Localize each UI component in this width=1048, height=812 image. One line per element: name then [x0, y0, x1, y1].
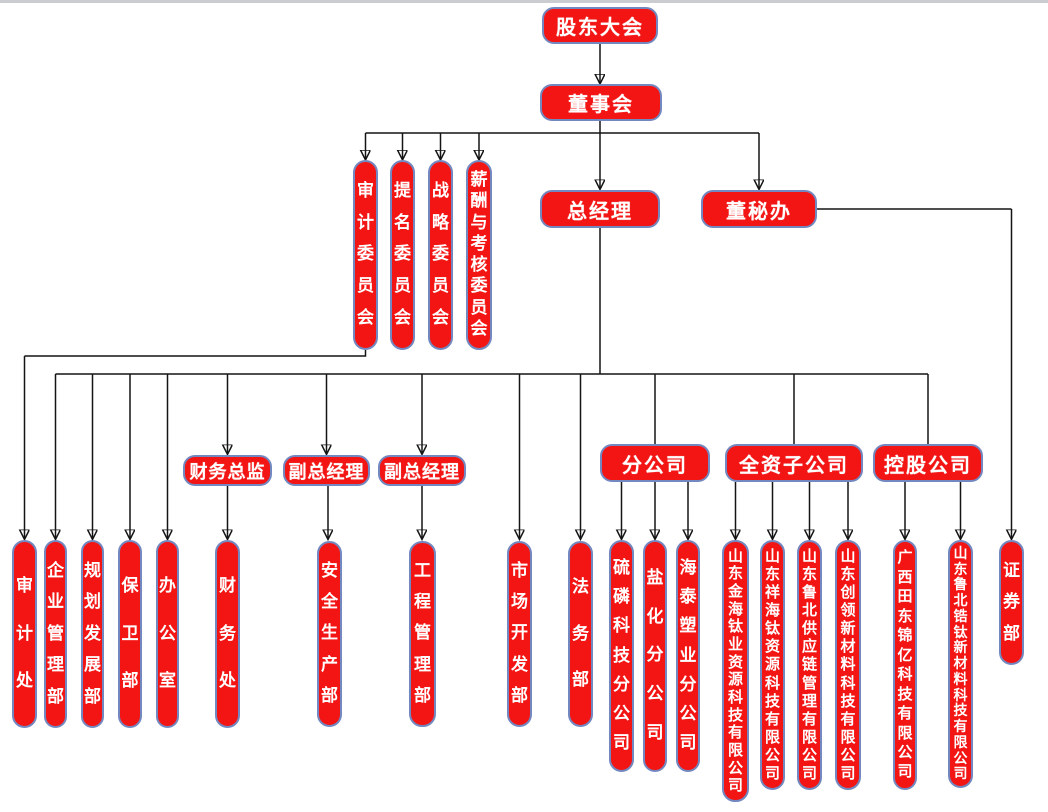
node-label: 控股公司 — [884, 452, 972, 477]
node-label: 山东创领新材料科技有限公司 — [840, 547, 856, 782]
node-label: 提名委员会 — [394, 180, 411, 329]
node-label: 山东鲁北供应链管理有限公司 — [801, 547, 817, 782]
node-label: 总经理 — [567, 198, 633, 223]
node-board-secretary-office: 董秘办 — [701, 190, 817, 228]
node-label: 办公室 — [159, 576, 176, 691]
node-label: 审计委员会 — [357, 180, 374, 329]
node-deputy-general-manager-2: 副总经理 — [378, 455, 466, 486]
node-label: 山东金海钛业资源科技有限公司 — [727, 546, 743, 795]
node-general-office: 办公室 — [156, 540, 179, 728]
node-label: 财务总监 — [189, 461, 266, 483]
node-engineering-management-dept: 工程管理部 — [409, 541, 436, 727]
node-label: 规划发展部 — [84, 560, 101, 707]
node-nomination-committee: 提名委员会 — [390, 160, 415, 350]
node-finance-office: 财务处 — [215, 540, 240, 728]
node-label: 战略委员会 — [432, 180, 449, 329]
node-strategy-committee: 战略委员会 — [428, 160, 453, 350]
node-label: 硫磷科技分公司 — [613, 558, 630, 753]
node-lubei-supply-chain-co: 山东鲁北供应链管理有限公司 — [797, 540, 822, 790]
node-chuangling-new-materials-co: 山东创领新材料科技有限公司 — [835, 540, 861, 790]
node-label: 董事会 — [568, 92, 634, 116]
top-border-strip — [0, 0, 1048, 3]
node-label: 审计处 — [16, 576, 33, 691]
node-board-of-directors: 董事会 — [540, 84, 662, 121]
node-general-manager: 总经理 — [540, 190, 660, 228]
node-label: 副总经理 — [288, 461, 365, 483]
node-jinhai-titanium-co: 山东金海钛业资源科技有限公司 — [722, 540, 749, 802]
node-label: 董秘办 — [726, 198, 792, 223]
node-deputy-general-manager-1: 副总经理 — [283, 455, 370, 486]
node-label: 分公司 — [622, 452, 688, 477]
node-label: 山东鲁北锆钛新材料科技有限公司 — [953, 545, 968, 783]
node-label: 海泰塑业分公司 — [679, 558, 697, 753]
node-cfo: 财务总监 — [183, 455, 272, 486]
node-tiandong-jinyi-co: 广西田东锦亿科技有限公司 — [893, 540, 917, 790]
node-planning-development-dept: 规划发展部 — [81, 540, 104, 728]
node-label: 保卫部 — [121, 576, 139, 691]
node-safety-production-dept: 安全生产部 — [317, 541, 342, 727]
node-enterprise-management-dept: 企业管理部 — [44, 540, 67, 728]
node-shareholders-meeting: 股东大会 — [542, 7, 658, 44]
node-label: 法务部 — [572, 576, 589, 691]
node-salt-chemical-branch: 盐化分公司 — [643, 540, 667, 772]
connector-group — [25, 44, 1012, 539]
node-label: 盐化分公司 — [646, 567, 664, 744]
node-holding-companies: 控股公司 — [873, 444, 983, 482]
node-sulfur-phosphorus-tech-branch: 硫磷科技分公司 — [609, 540, 634, 772]
node-label: 市场开发部 — [511, 561, 528, 706]
node-market-development-dept: 市场开发部 — [507, 541, 532, 727]
node-label: 全资子公司 — [739, 452, 849, 477]
node-audit-committee: 审计委员会 — [353, 160, 378, 350]
node-haitai-plastics-branch: 海泰塑业分公司 — [676, 540, 700, 772]
node-wholly-owned-subsidiaries: 全资子公司 — [725, 444, 863, 482]
node-label: 广西田东锦亿科技有限公司 — [897, 548, 913, 781]
node-audit-office: 审计处 — [12, 540, 37, 728]
node-remuneration-appraisal-committee: 薪酬与考核委员会 — [466, 160, 492, 350]
node-security-dept: 保卫部 — [118, 540, 142, 728]
node-branch-companies: 分公司 — [600, 444, 710, 482]
node-label: 副总经理 — [384, 461, 460, 483]
node-label: 山东祥海钛资源科技有限公司 — [764, 547, 780, 782]
node-label: 薪酬与考核委员会 — [470, 170, 488, 339]
node-securities-dept: 证券部 — [999, 540, 1024, 665]
node-legal-dept: 法务部 — [568, 541, 593, 727]
node-label: 工程管理部 — [414, 561, 431, 706]
node-xianghai-titanium-co: 山东祥海钛资源科技有限公司 — [760, 540, 785, 790]
node-label: 证券部 — [1003, 560, 1020, 644]
node-label: 安全生产部 — [321, 561, 338, 706]
node-label: 股东大会 — [556, 15, 644, 39]
node-label: 企业管理部 — [47, 560, 64, 707]
node-lubei-zirconium-titanium-co: 山东鲁北锆钛新材料科技有限公司 — [948, 540, 973, 788]
node-label: 财务处 — [219, 576, 236, 691]
